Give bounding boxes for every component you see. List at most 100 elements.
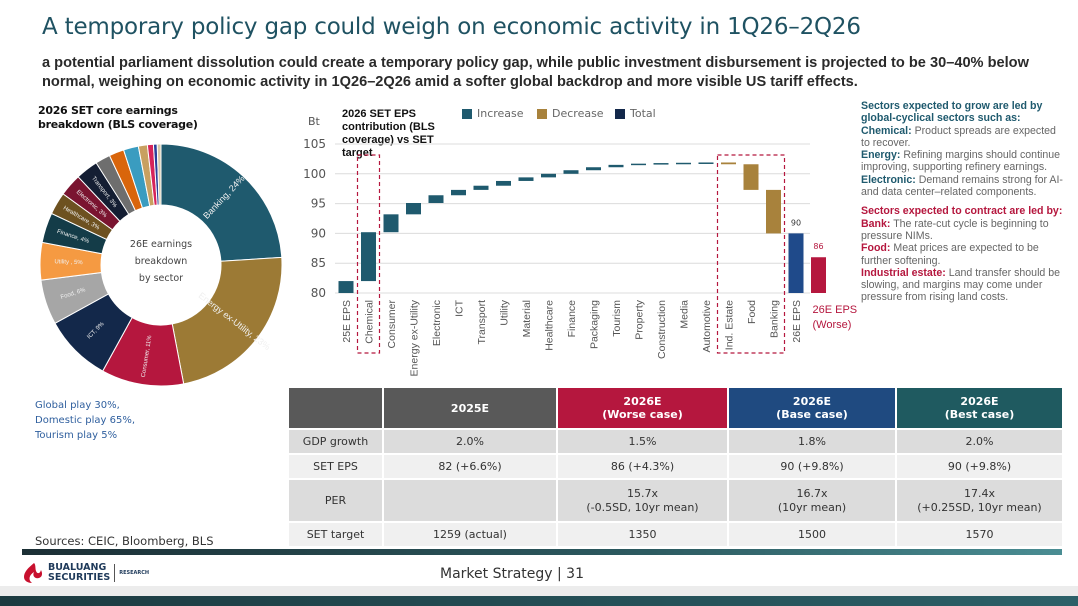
note-item: Industrial estate: Land transfer should …: [861, 267, 1063, 304]
footer-background: [0, 586, 1078, 596]
table-cell: 90 (+9.8%): [727, 453, 897, 480]
note-key: Energy:: [861, 149, 901, 162]
page-label: Market Strategy | 31: [440, 566, 584, 582]
logo-line1: BUALUANG: [48, 562, 107, 573]
note-text: Refining margins should continue improvi…: [861, 149, 1061, 174]
column-header: [287, 386, 384, 430]
highlight-box: [356, 154, 381, 354]
note-key: Industrial estate:: [861, 266, 946, 279]
waterfall-bar: [338, 281, 354, 293]
waterfall-bar: [766, 189, 781, 234]
note-text: The rate-cut cycle is beginning to press…: [861, 217, 1049, 242]
bar-data-label: 86: [813, 242, 823, 251]
x-category-label: 26E EPS: [813, 304, 858, 316]
waterfall-bar: [608, 164, 624, 168]
page-subtitle: a potential parliament dissolution could…: [42, 55, 1029, 90]
x-category-label: 26E EPS: [791, 300, 803, 343]
y-tick-label: 90: [311, 226, 326, 240]
table-cell: 90 (+9.8%): [895, 453, 1064, 480]
x-category-label: Finance: [566, 300, 578, 338]
y-tick-label: 100: [303, 167, 326, 181]
play-note: Global play 30%, Domestic play 65%, Tour…: [35, 398, 135, 443]
legend-swatch: [615, 108, 625, 119]
note-key: Bank:: [861, 217, 891, 230]
x-category-label: Tourism: [611, 300, 623, 337]
x-category-label: Healthcare: [544, 300, 556, 351]
pie-center-label: 26E earnings: [130, 239, 192, 250]
column-header: 2026E (Base case): [727, 386, 897, 430]
x-category-label: Utility: [499, 299, 511, 325]
column-header: 2025E: [382, 386, 558, 430]
table-cell: 1.8%: [727, 428, 897, 455]
note-item: Electronic: Demand remains strong for AI…: [861, 174, 1063, 199]
pie-center-label: by sector: [139, 273, 183, 284]
note-text: Meat prices are expected to be further s…: [861, 242, 1039, 267]
grow-heading: Sectors expected to grow are led by glob…: [861, 100, 1043, 125]
note-key: Chemical:: [861, 124, 912, 137]
waterfall-bar: [676, 162, 691, 165]
page-title: A temporary policy gap could weigh on ec…: [42, 14, 861, 40]
pie-slice: [160, 143, 283, 262]
scenario-table: 2025E 2026E (Worse case) 2026E (Base case) 20…: [287, 386, 1064, 548]
x-category-label: Chemical: [364, 300, 376, 344]
y-tick-label: 85: [311, 256, 326, 270]
bar-data-label: 90: [791, 218, 801, 227]
waterfall-bar: [473, 185, 489, 190]
table-cell: 1500: [727, 521, 897, 548]
x-category-label: Consumer: [386, 299, 398, 348]
footer-band: [0, 596, 1078, 606]
x-category-label: Construction: [656, 300, 668, 359]
x-category-label: (Worse): [813, 319, 852, 331]
header-line: 2025E: [450, 401, 490, 415]
waterfall-bar: [653, 163, 669, 165]
note-key: Electronic:: [861, 173, 916, 186]
legend-label: Increase: [477, 107, 524, 120]
x-category-label: ICT: [454, 299, 466, 317]
waterfall-chart-title: 2026 SET EPS contribution (BLS coverage)…: [342, 108, 435, 159]
waterfall-bar: [451, 189, 466, 196]
x-category-label: Ind. Estate: [724, 300, 736, 350]
row-label: GDP growth: [287, 428, 384, 455]
table-cell: 16.7x (10yr mean): [727, 478, 897, 523]
divider: [22, 549, 1062, 555]
legend-increase: Increase: [462, 107, 524, 120]
logo-line2: SECURITIES: [48, 572, 111, 583]
table-cell: 17.4x (+0.25SD, 10yr mean): [895, 478, 1064, 523]
waterfall-bar: [631, 163, 646, 166]
y-tick-label: 80: [311, 286, 326, 300]
legend-swatch: [462, 108, 472, 119]
column-header: 2026E (Best case): [895, 386, 1064, 430]
waterfall-bar: [811, 257, 826, 293]
logo-separator: [114, 564, 116, 582]
note-text: Land transfer should be slowing, and mar…: [861, 266, 1061, 304]
table-row: GDP growth 2.0% 1.5% 1.8% 2.0%: [287, 428, 1064, 455]
play-note-line: Global play 30%,: [35, 400, 120, 411]
waterfall-bar: [698, 162, 714, 164]
pie-slice: [171, 256, 283, 385]
header-line: 2026E: [623, 395, 662, 408]
sources-note: Sources: CEIC, Bloomberg, BLS: [35, 534, 214, 548]
legend-label: Total: [630, 107, 656, 120]
table-cell: 2.0%: [895, 428, 1064, 455]
bualuang-logo: BUALUANG SECURITIES RESEARCH: [22, 562, 149, 584]
x-category-label: Banking: [769, 300, 781, 338]
table-cell: 2.0%: [382, 428, 558, 455]
waterfall-bar: [361, 232, 376, 282]
x-category-label: Packaging: [589, 300, 601, 349]
row-label: SET target: [287, 521, 384, 548]
waterfall-bar: [383, 214, 399, 233]
header-line: (Base case): [776, 408, 848, 421]
waterfall-bar: [721, 162, 736, 165]
table-cell: 1259 (actual): [382, 521, 558, 548]
table-cell: 1350: [556, 521, 729, 548]
sector-notes: Sectors expected to grow are led by glob…: [861, 100, 1063, 304]
pie-chart-title: 2026 SET core earnings breakdown (BLS co…: [38, 104, 198, 131]
waterfall-bar: [788, 233, 804, 293]
note-item: Food: Meat prices are expected to be fur…: [861, 242, 1063, 267]
table-cell: 15.7x (-0.5SD, 10yr mean): [556, 478, 729, 523]
table-cell: [382, 478, 558, 523]
highlight-box: [716, 154, 786, 354]
column-header: 2026E (Worse case): [556, 386, 729, 430]
pie-center-label: breakdown: [135, 256, 188, 267]
row-label: PER: [287, 478, 384, 523]
